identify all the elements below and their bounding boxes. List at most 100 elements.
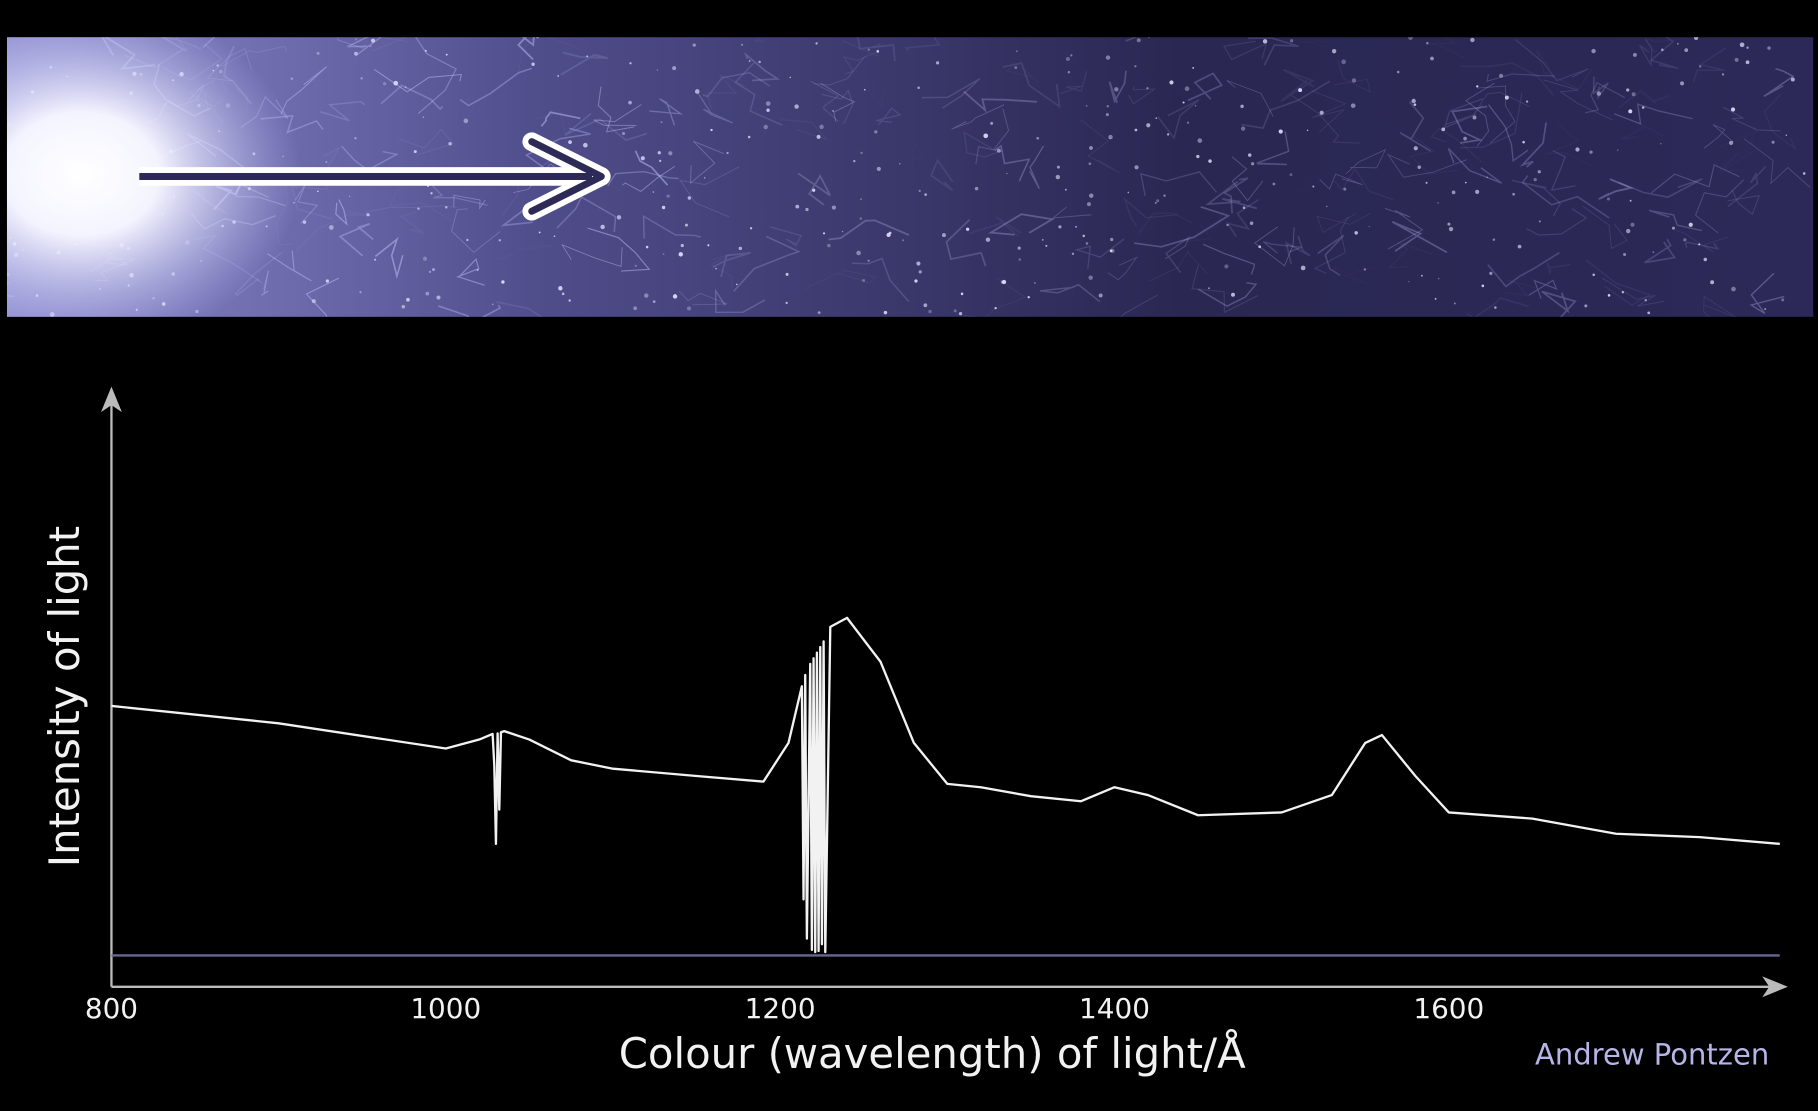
galaxy-dot	[868, 49, 870, 51]
galaxy-dot	[1425, 182, 1427, 184]
galaxy-dot	[1803, 172, 1806, 175]
galaxy-dot	[1512, 193, 1515, 196]
galaxy-dot	[1241, 127, 1245, 131]
galaxy-dot	[393, 81, 398, 86]
galaxy-dot	[710, 129, 712, 131]
galaxy-dot	[1290, 39, 1293, 42]
galaxy-dot	[429, 271, 431, 273]
galaxy-dot	[1263, 39, 1267, 43]
galaxy-dot	[1626, 88, 1629, 91]
galaxy-dot	[704, 177, 706, 179]
galaxy-dot	[1447, 223, 1450, 226]
galaxy-dot	[1575, 147, 1579, 151]
galaxy-dot	[641, 156, 645, 160]
galaxy-dot	[446, 54, 448, 56]
galaxy-dot	[1070, 54, 1072, 56]
galaxy-dot	[366, 213, 369, 216]
galaxy-dot	[657, 69, 659, 71]
galaxy-dot	[1312, 186, 1314, 188]
galaxy-dot	[1250, 222, 1253, 225]
galaxy-dot	[983, 134, 988, 139]
galaxy-dot	[569, 299, 571, 301]
galaxy-dot	[1002, 280, 1006, 284]
galaxy-dot	[832, 110, 834, 112]
galaxy-dot	[1645, 299, 1647, 301]
galaxy-dot	[856, 251, 861, 256]
galaxy-dot	[653, 191, 654, 192]
galaxy-dot	[658, 151, 661, 154]
galaxy-dot	[1036, 137, 1039, 140]
galaxy-dot	[1731, 107, 1735, 111]
galaxy-dot	[736, 284, 738, 286]
galaxy-dot	[402, 305, 405, 308]
galaxy-dot	[1045, 245, 1047, 247]
galaxy-dot	[423, 257, 427, 261]
galaxy-dot	[1351, 103, 1356, 108]
page: {"chart_data": { "type": "line", "y_labe…	[0, 0, 1818, 1111]
galaxy-dot	[1135, 129, 1138, 132]
galaxy-dot	[1746, 47, 1748, 49]
galaxy-dot	[617, 215, 621, 219]
galaxy-dot	[1197, 138, 1202, 143]
galaxy-dot	[1767, 46, 1770, 49]
galaxy-dot	[291, 77, 294, 80]
galaxy-dot	[1408, 35, 1413, 40]
galaxy-dot	[1518, 245, 1522, 249]
galaxy-dot	[695, 89, 700, 94]
galaxy-dot	[531, 62, 534, 65]
galaxy-dot	[1764, 308, 1766, 310]
galaxy-dot	[1075, 226, 1077, 228]
galaxy-dot	[1441, 127, 1445, 131]
galaxy-dot	[1608, 294, 1611, 297]
galaxy-dot	[1014, 66, 1017, 69]
galaxy-dot	[1137, 38, 1141, 42]
galaxy-dot	[1494, 306, 1497, 309]
galaxy-dot	[325, 161, 327, 163]
galaxy-dot	[1088, 162, 1091, 165]
galaxy-dot	[749, 60, 751, 62]
galaxy-dot	[405, 86, 407, 88]
galaxy-dot	[877, 167, 881, 171]
galaxy-dot	[1208, 159, 1211, 162]
galaxy-dot	[1652, 251, 1654, 253]
galaxy-dot	[860, 217, 863, 220]
galaxy-dot	[1463, 137, 1467, 141]
galaxy-dot	[886, 233, 890, 237]
galaxy-dot	[1006, 173, 1007, 174]
galaxy-dot	[1086, 242, 1089, 245]
galaxy-dot	[916, 261, 920, 265]
galaxy-dot	[1539, 220, 1541, 222]
galaxy-dot	[902, 239, 904, 241]
galaxy-dot	[492, 304, 493, 305]
galaxy-dot	[1066, 57, 1070, 61]
galaxy-dot	[1196, 155, 1199, 158]
galaxy-dot	[1534, 178, 1537, 181]
galaxy-dot	[1698, 243, 1700, 245]
galaxy-dot	[1689, 223, 1693, 227]
galaxy-dot	[936, 61, 939, 64]
galaxy-dot	[764, 125, 768, 129]
galaxy-dot	[1710, 280, 1714, 284]
galaxy-dot	[860, 152, 862, 154]
x-tick-label: 1400	[1079, 992, 1150, 1025]
galaxy-dot	[990, 122, 993, 125]
galaxy-dot	[1426, 42, 1429, 45]
galaxy-dot	[986, 238, 990, 242]
galaxy-dot	[1167, 133, 1169, 135]
galaxy-dot	[646, 246, 649, 249]
galaxy-dot	[1683, 238, 1686, 241]
galaxy-dot	[1134, 165, 1138, 169]
galaxy-dot	[477, 269, 479, 271]
galaxy-dot	[1343, 188, 1346, 191]
galaxy-dot	[628, 101, 632, 105]
galaxy-dot	[673, 294, 677, 298]
galaxy-dot	[539, 231, 541, 233]
galaxy-dot	[423, 116, 424, 117]
credit: Andrew Pontzen	[1535, 1037, 1769, 1071]
galaxy-dot	[663, 253, 665, 255]
galaxy-dot	[1114, 87, 1118, 91]
galaxy-dot	[1146, 87, 1148, 89]
galaxy-dot	[1231, 293, 1235, 297]
spectrum-line	[111, 618, 1779, 952]
galaxy-dot	[1028, 296, 1030, 298]
